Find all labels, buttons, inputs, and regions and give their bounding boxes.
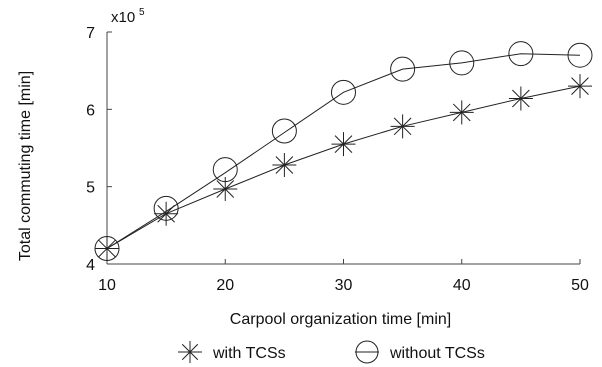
data-point-circle [331,79,356,105]
x-tick-label: 30 [335,277,353,294]
tick-labels: 10 20 30 40 50 4 5 6 7 [86,25,589,294]
data-point-circle [567,42,593,68]
y-tick-label: 6 [86,102,95,119]
data-point-circle [449,50,475,76]
data-point-asterisk [272,153,297,178]
data-point-asterisk [390,114,415,139]
legend-marker-asterisk [179,341,201,363]
x-axis-title: Carpool organization time [min] [230,311,451,328]
y-tick-label: 7 [86,25,95,42]
series-line [106,53,581,249]
axes [106,31,581,265]
series-1 [95,74,592,261]
y-multiplier-label: x10 [111,9,135,26]
y-multiplier-exponent: 5 [139,7,145,18]
data-point-circle [390,56,416,82]
legend-marker-circle [355,340,379,364]
data-point-circle [94,236,120,262]
data-point-circle [153,195,179,221]
data-point-circle [508,41,534,67]
y-tick-label: 5 [86,180,95,197]
y-axis-title: Total commuting time [min] [17,71,34,261]
legend-item-2: without TCSs [355,340,485,364]
series-2 [94,41,593,262]
data-point-circle [212,157,238,183]
plot-area [94,41,593,262]
x-tick-label: 20 [216,277,234,294]
data-point-asterisk [508,86,533,111]
x-tick-label: 50 [571,277,589,294]
data-point-circle [271,118,297,144]
legend-label: without TCSs [389,345,485,362]
y-tick-label: 4 [86,257,95,274]
data-point-asterisk [95,236,119,261]
series-line [106,85,581,249]
legend-item-1: with TCSs [178,341,286,363]
legend: with TCSs without TCSs [178,340,485,364]
data-point-asterisk [568,74,592,99]
x-tick-label: 10 [98,277,116,294]
data-point-asterisk [213,176,238,201]
x-tick-label: 40 [453,277,471,294]
legend-label: with TCSs [212,345,286,362]
data-point-asterisk [331,132,356,157]
data-point-asterisk [449,100,474,125]
